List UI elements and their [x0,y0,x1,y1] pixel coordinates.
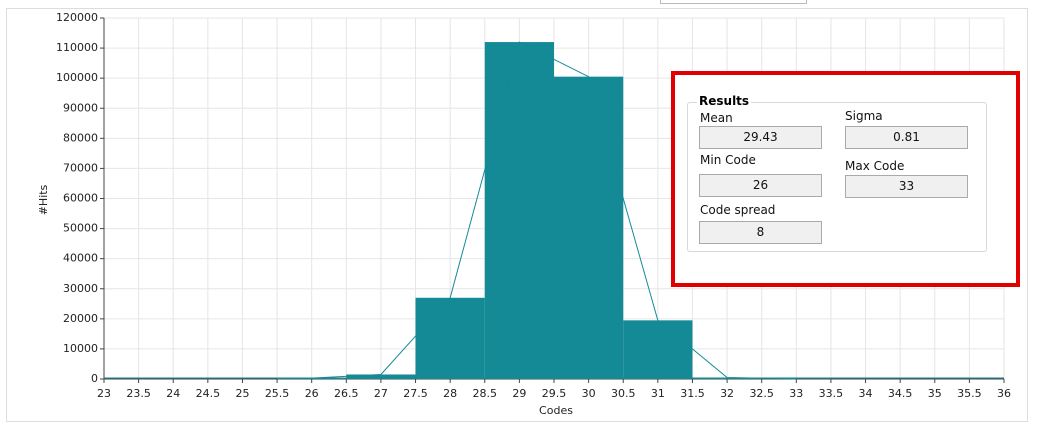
toolbar-field[interactable] [660,0,807,4]
chart-panel [6,8,1028,422]
y-tick-label: 90000 [63,101,98,114]
field-label: Mean [700,111,733,125]
x-tick-label: 26 [305,387,319,400]
y-tick-label: 50000 [63,222,98,235]
results-panel: Results Mean 29.43 Sigma 0.81 Min Code 26 Max … [671,71,1020,287]
y-tick-label: 100000 [56,71,98,84]
x-tick-label: 35.5 [957,387,982,400]
x-tick-label: 29 [512,387,526,400]
field-label: Code spread [700,203,776,217]
y-tick-label: 60000 [63,192,98,205]
bar [415,297,485,379]
y-tick-label: 30000 [63,282,98,295]
y-tick-label: 10000 [63,342,98,355]
x-tick-label: 23.5 [126,387,151,400]
x-tick-label: 27.5 [403,387,428,400]
distribution-line [311,41,797,380]
x-tick-label: 33.5 [819,387,844,400]
x-tick-label: 31 [651,387,665,400]
x-tick-label: 24.5 [196,387,221,400]
field-value: 26 [699,174,822,197]
x-tick-label: 25.5 [265,387,290,400]
x-tick-label: 29.5 [542,387,567,400]
x-tick-label: 33 [789,387,803,400]
x-tick-label: 26.5 [334,387,359,400]
y-axis-label: #Hits [37,184,50,215]
field-label: Sigma [845,109,883,123]
bar [484,42,554,380]
y-tick-label: 70000 [63,161,98,174]
x-tick-label: 36 [997,387,1011,400]
field-value: 33 [845,175,968,198]
x-tick-label: 34 [859,387,873,400]
field-label: Min Code [700,153,756,167]
field-label: Max Code [845,159,905,173]
x-tick-label: 24 [166,387,180,400]
y-tick-label: 80000 [63,131,98,144]
x-tick-label: 28 [443,387,457,400]
x-tick-label: 34.5 [888,387,913,400]
x-tick-label: 23 [97,387,111,400]
field-value: 0.81 [845,126,968,149]
x-tick-label: 28.5 [473,387,498,400]
y-tick-label: 120000 [56,11,98,24]
x-tick-label: 27 [374,387,388,400]
field-value: 29.43 [699,126,822,149]
x-tick-label: 25 [235,387,249,400]
bar [277,378,347,379]
y-tick-label: 110000 [56,41,98,54]
y-tick-label: 0 [91,372,98,385]
bar [554,76,624,379]
x-tick-label: 30.5 [611,387,636,400]
group-title: Results [697,94,752,108]
bar [346,374,416,379]
bar [623,320,693,379]
x-tick-label: 32.5 [749,387,774,400]
y-tick-label: 20000 [63,312,98,325]
y-tick-label: 40000 [63,252,98,265]
x-tick-label: 30 [582,387,596,400]
x-tick-label: 31.5 [680,387,705,400]
results-group [687,102,987,252]
x-tick-label: 35 [928,387,942,400]
field-value: 8 [699,221,822,244]
x-tick-label: 32 [720,387,734,400]
x-axis-label: Codes [539,404,573,417]
